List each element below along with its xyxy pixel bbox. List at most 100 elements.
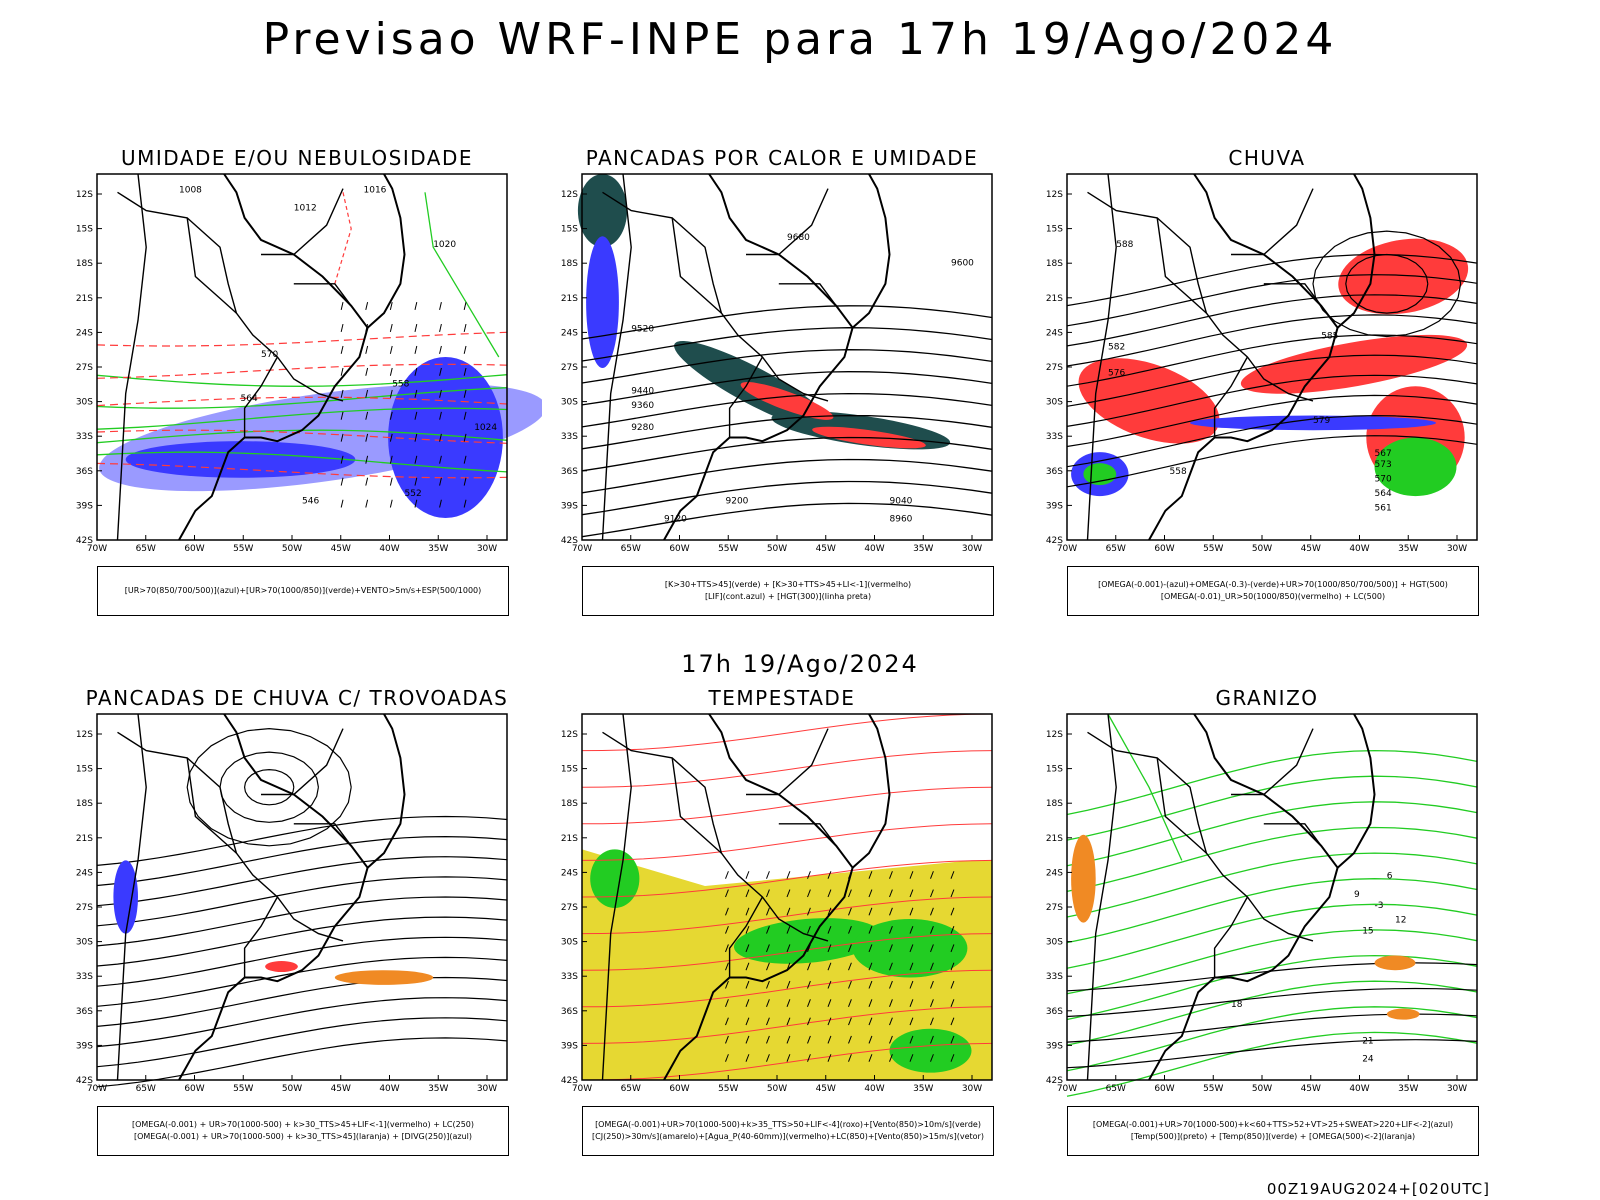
contour-label: 9280 [631, 423, 654, 433]
lat-tick-label: 24S [76, 328, 93, 338]
streamline [96, 815, 508, 866]
panel-tempestade: TEMPESTADE 12S 15S 18S 21S 24S 27S 30S 33S 36S 39… [537, 686, 1027, 1166]
wind-vector [786, 1035, 791, 1044]
thickness-contour-red [96, 331, 508, 347]
rain-area-green [1374, 437, 1457, 497]
wind-vector [827, 889, 832, 898]
wind-vector [745, 1035, 750, 1044]
contour-label: -3 [1375, 901, 1384, 911]
height-contour [581, 502, 993, 538]
wind-vector [848, 1054, 852, 1062]
map-umidade: 1008 1012 1016 1020 1024 570 564 558 552 546 12S 15… [76, 173, 542, 554]
thunderstorm-area-red [265, 961, 298, 973]
coastline [1336, 713, 1376, 869]
temp500-contour-black [1066, 987, 1478, 1018]
lat-tick-label: 30S [76, 398, 93, 408]
contour-labels: 588 585 582 579 576 573 570 567 564 561 558 [1108, 240, 1392, 514]
wind-vector [389, 499, 393, 508]
wind-vector [365, 301, 369, 311]
omega-area-orange [1071, 834, 1096, 923]
jet-area-yellow [582, 849, 992, 1080]
wind-vector [807, 925, 811, 934]
country-border [293, 823, 352, 847]
wind-vector [786, 889, 791, 898]
streamline-red [581, 933, 993, 971]
wind-vector [340, 301, 344, 311]
height-contour [581, 392, 993, 428]
wind-vector [766, 871, 770, 879]
wind-vector [950, 944, 955, 953]
streamline-red [581, 1042, 993, 1081]
wind-vector [766, 907, 770, 916]
humidity-contour-green [96, 451, 508, 473]
wind-vector [909, 1035, 914, 1044]
wind-vector [365, 477, 369, 486]
wind-vector [439, 455, 442, 464]
contour-label: 9520 [631, 324, 654, 334]
lat-tick-label: 21S [76, 294, 93, 304]
wind-vector [463, 455, 467, 464]
lat-tick-label: 18S [1046, 259, 1063, 269]
wind-vector [889, 871, 893, 879]
coastline [663, 713, 854, 1081]
lon-tick-label: 50W [282, 544, 302, 554]
contour-label: 12 [1395, 916, 1406, 926]
thickness-contour-red [96, 429, 508, 444]
wind-vector [868, 1035, 873, 1044]
country-border [671, 217, 722, 314]
lon-tick-label: 70W [1057, 544, 1077, 554]
contour-label: 9600 [951, 259, 974, 269]
wind-vector [807, 962, 811, 971]
coastline [663, 173, 854, 541]
wind-vector [889, 889, 893, 898]
contour-label: 558 [392, 379, 409, 389]
wind-vector [950, 889, 955, 898]
wind-vector [414, 433, 418, 442]
lat-tick-label: 15S [561, 765, 578, 775]
instability-shading [577, 174, 993, 538]
wind-vector [463, 433, 467, 442]
map-geography [601, 713, 891, 1081]
wind-vector [389, 345, 393, 354]
wind-vector [766, 1035, 770, 1044]
lat-tick-label: 33S [561, 972, 578, 982]
subtitle: 17h 19/Ago/2024 [681, 650, 919, 678]
map-granizo: 12 15 18 21 24 9 6 -3 12S 15S 18S 21S 24S 27S 30S 33S 36… [1046, 713, 1478, 1097]
lat-tick-label: 18S [561, 799, 578, 809]
humidity-contour-green [96, 374, 508, 387]
lat-tick-label: 15S [561, 225, 578, 235]
wind-vector [725, 889, 729, 898]
contour-label: 15 [1362, 927, 1373, 937]
wind-vector [365, 499, 369, 508]
lon-tick-label: 55W [1203, 544, 1223, 554]
country-border [186, 217, 237, 314]
country-border [1213, 356, 1249, 438]
temp850-contour-green [1107, 713, 1183, 861]
lon-tick-label: 60W [1154, 544, 1174, 554]
map-border [581, 173, 993, 541]
map-frame [1067, 714, 1477, 1080]
height-contour [1066, 435, 1478, 488]
lat-tick-label: 30S [1046, 938, 1063, 948]
thickness-contour-red [334, 192, 352, 284]
wind-vector [827, 871, 832, 879]
lat-tick-label: 27S [76, 363, 93, 373]
wind-vector [848, 999, 852, 1007]
coastline [178, 713, 369, 1081]
wind-vector [848, 980, 852, 989]
rain-area-red [1240, 334, 1468, 394]
panel-legend: [OMEGA(-0.001)+UR>70(1000-500)+k<60+TTS>… [1067, 1106, 1479, 1156]
lifted-index-blue [586, 236, 619, 368]
lon-tick-label: 65W [1106, 544, 1126, 554]
wind-vector [340, 345, 344, 354]
lon-tick-label: 30W [1447, 1084, 1467, 1094]
country-border [1231, 188, 1314, 256]
wind-vector [786, 871, 791, 879]
lat-tick-label: 27S [76, 903, 93, 913]
lon-tick-label: 30W [477, 1084, 497, 1094]
panel-title: CHUVA [1228, 146, 1306, 170]
wind-vector [868, 889, 873, 898]
contour-label: 1008 [179, 185, 202, 195]
